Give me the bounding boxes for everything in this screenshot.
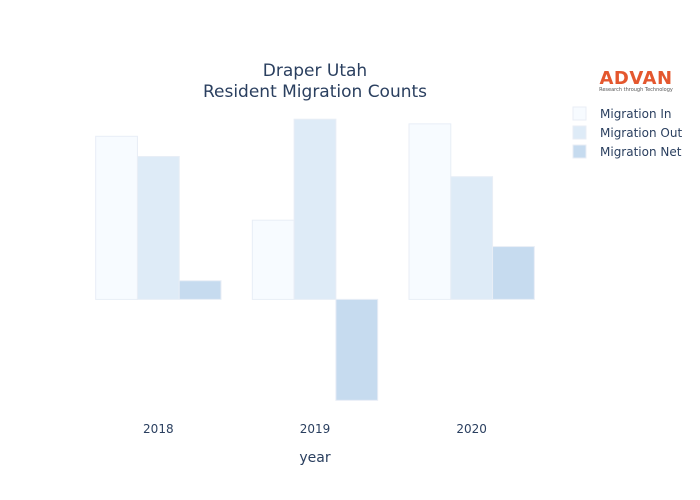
advan-logo: ADVAN Research through Technology (599, 68, 673, 93)
chart-title-line-2: Resident Migration Counts (203, 82, 427, 102)
bar-migration-out-2018[interactable] (136, 155, 180, 300)
legend-label: Migration Net (600, 145, 682, 159)
bar-migration-in-2019[interactable] (251, 219, 295, 300)
chart-title: Draper Utah Resident Migration Counts (203, 61, 427, 102)
bar-migration-net-2018[interactable] (178, 280, 222, 300)
bars-layer (95, 118, 535, 401)
bar-migration-in-2018[interactable] (95, 135, 138, 300)
x-axis-title: year (299, 450, 330, 466)
bar-migration-in-2020[interactable] (408, 123, 452, 300)
bar-migration-net-2020[interactable] (492, 246, 535, 300)
legend-swatch (572, 125, 587, 140)
legend-label: Migration In (600, 107, 672, 121)
x-tick-label-2019: 2019 (300, 422, 331, 436)
x-tick-label-2018: 2018 (143, 422, 174, 436)
legend-item-migration-out[interactable]: Migration Out (572, 125, 682, 140)
x-tick-labels: 2018 2019 2020 (143, 422, 487, 436)
bar-migration-out-2020[interactable] (450, 176, 494, 300)
bar-migration-out-2019[interactable] (293, 118, 337, 300)
logo-wordmark: ADVAN (599, 68, 672, 89)
logo-tagline: Research through Technology (599, 87, 673, 93)
chart-title-line-1: Draper Utah (263, 61, 367, 81)
legend-swatch (572, 144, 587, 159)
legend-item-migration-net[interactable]: Migration Net (572, 144, 682, 159)
legend[interactable]: Migration In Migration Out Migration Net (572, 106, 682, 159)
bar-migration-net-2019[interactable] (335, 298, 379, 401)
legend-item-migration-in[interactable]: Migration In (572, 106, 672, 121)
x-tick-label-2020: 2020 (456, 422, 487, 436)
legend-swatch (572, 106, 587, 121)
legend-label: Migration Out (600, 126, 682, 140)
